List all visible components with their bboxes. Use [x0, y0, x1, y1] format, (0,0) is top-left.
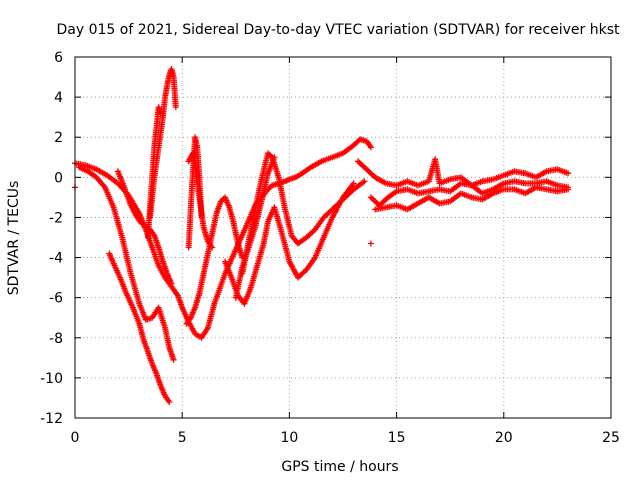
- y-axis-title: SDTVAR / TECUs: [6, 181, 22, 296]
- series-track-c: [106, 250, 173, 405]
- plot-border: [74, 56, 612, 419]
- y-tick-label: -6: [49, 291, 63, 307]
- data-point: [168, 280, 175, 287]
- y-tick-label: -10: [40, 371, 63, 387]
- y-tick-label: 0: [54, 170, 63, 186]
- y-tick-label: 4: [54, 90, 63, 106]
- series-track-i: [185, 134, 205, 251]
- data-point: [209, 244, 216, 251]
- series-track-b: [76, 164, 177, 363]
- tick-labels: 0 5 10 15 20 25 -12 -10 -8 -6 -4 -2 0 2 4 6: [40, 50, 620, 446]
- series-track-o: [355, 156, 572, 189]
- series-track-k: [239, 150, 368, 277]
- y-tick-label: 2: [54, 130, 63, 146]
- data-point: [157, 110, 164, 117]
- y-tick-label: 6: [54, 50, 63, 66]
- series-track-f: [144, 104, 164, 241]
- series-track-g: [183, 194, 246, 327]
- data-point: [350, 180, 357, 187]
- data-point: [170, 356, 177, 363]
- y-tick-label: -2: [49, 210, 63, 226]
- series-track-m: [367, 178, 572, 209]
- x-tick-label: 0: [71, 430, 80, 446]
- y-tick-label: -12: [40, 411, 63, 427]
- data-point: [367, 240, 374, 247]
- x-tick-label: 20: [495, 430, 513, 446]
- data-point: [166, 399, 173, 405]
- y-tick-label: -8: [49, 331, 63, 347]
- data-point: [565, 170, 572, 177]
- series-track-l: [232, 154, 278, 301]
- x-tick-label: 10: [280, 430, 298, 446]
- grid: [75, 57, 611, 418]
- chart-title: Day 015 of 2021, Sidereal Day-to-day VTE…: [57, 22, 620, 38]
- series-track-n: [372, 184, 572, 213]
- data-point: [361, 178, 368, 185]
- data-point: [172, 104, 179, 111]
- x-tick-label: 15: [388, 430, 406, 446]
- x-tick-label: 5: [178, 430, 187, 446]
- y-tick-label: -4: [49, 251, 63, 267]
- data-point: [565, 186, 572, 193]
- x-axis-title: GPS time / hours: [281, 459, 398, 475]
- data-point: [367, 144, 374, 151]
- data-point: [271, 154, 278, 161]
- data-points: [72, 66, 572, 405]
- x-tick-label: 25: [602, 430, 620, 446]
- data-point: [198, 214, 205, 221]
